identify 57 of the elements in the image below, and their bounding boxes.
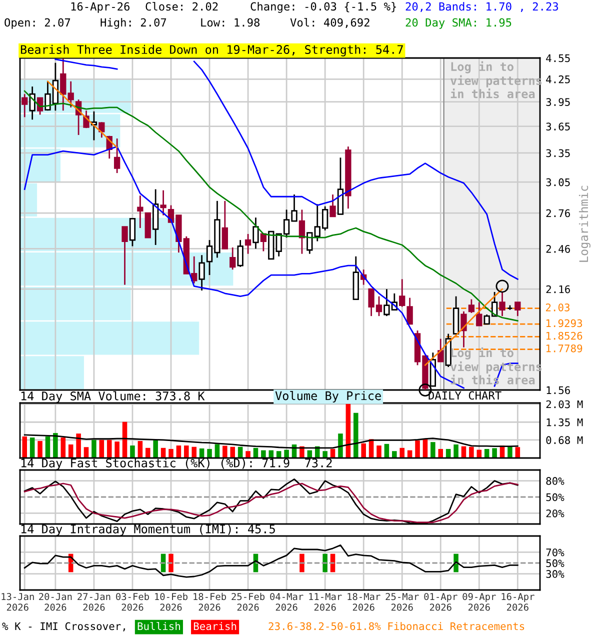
x-tick-label: 25-Feb 2026: [232, 592, 265, 611]
ref-line-label: 1.7789: [546, 344, 582, 352]
y-tick-label: 3.35: [546, 149, 570, 158]
y-tick-label: 4.25: [546, 75, 570, 84]
text: Close: 2.02: [146, 2, 218, 11]
y-tick-label: 80%: [546, 477, 564, 485]
text: 20,2 Bands: 1.70 , 2.23: [406, 2, 558, 12]
text: 23.6-38.2-50-61.8% Fibonacci Retracements: [268, 622, 524, 630]
x-tick-label: 18-Feb 2026: [194, 592, 226, 611]
text: 16-Apr-26: [71, 2, 130, 13]
text: Vol: 409,692: [290, 18, 370, 28]
x-tick-label: 16-Apr 2026: [502, 592, 534, 611]
y-tick-label: 30%: [546, 570, 564, 578]
y-tick-label: 1.56: [546, 386, 570, 394]
x-tick-label: 04-Mar 2026: [270, 592, 304, 611]
x-tick-label: 03-Feb 2026: [116, 592, 149, 611]
ref-line-label: 2.03: [546, 303, 570, 312]
chart-title: 14 Day Fast Stochastic (%K) (%D): 71.9 73.2: [21, 458, 332, 470]
chart-title: 14 Day Intraday Momentum (IMI): 45.5: [21, 524, 275, 536]
text: High: 2.07: [100, 18, 166, 29]
x-tick-label: 25-Mar 2026: [386, 592, 419, 611]
x-tick-label: 01-Apr 2026: [424, 592, 458, 611]
text: Bullish: [138, 622, 180, 630]
ref-line-label: 1.8526: [546, 332, 582, 340]
y-tick-label: 3.95: [546, 98, 570, 106]
y-tick-label: 2.16: [546, 285, 570, 294]
y-tick-label: 50%: [546, 493, 564, 502]
y-tick-label: 1.35 M: [546, 418, 583, 426]
chart-title: Bearish Three Inside Down on 19-Mar-26, Strength: 54.7: [20, 44, 403, 56]
y-tick-label: 2.03 M: [546, 400, 583, 408]
x-tick-label: 27-Jan 2026: [78, 592, 110, 611]
text: Open: 2.07: [4, 18, 70, 29]
y-tick-label: 3.05: [546, 178, 570, 186]
text: 20 Day SMA: 1.95: [406, 18, 512, 29]
y-tick-label: 2.76: [546, 209, 570, 218]
text: DAILY CHART: [428, 391, 502, 400]
y-tick-label: 2.46: [546, 244, 570, 253]
y-tick-label: 3.65: [546, 122, 570, 130]
y-tick-label: 20%: [546, 509, 564, 518]
chart-title: 14 Day SMA Volume: 373.8 K: [21, 391, 205, 403]
text: Change: -0.03 {-1.5 %}: [250, 2, 396, 13]
x-tick-label: 20-Jan 2026: [39, 592, 72, 611]
y-tick-label: 70%: [546, 548, 564, 556]
text: Bearish: [194, 622, 236, 630]
x-tick-label: 18-Mar 2026: [348, 592, 380, 611]
ref-line-label: 1.9293: [546, 319, 582, 328]
x-tick-label: 11-Mar 2026: [309, 593, 342, 611]
x-tick-label: 13-Jan 2026: [2, 592, 34, 611]
y-axis-title: Logarithmic: [578, 186, 590, 262]
y-tick-label: 0.68 M: [546, 436, 583, 444]
y-tick-label: 50%: [546, 559, 564, 568]
y-tick-label: 4.55: [546, 54, 570, 62]
text: Volume By Price: [275, 391, 381, 402]
text: Low: 1.98: [201, 18, 260, 27]
text: % K - IMI Crossover,: [2, 622, 125, 632]
x-tick-label: 09-Apr 2026: [462, 592, 496, 611]
x-tick-label: 10-Feb 2026: [155, 592, 188, 611]
